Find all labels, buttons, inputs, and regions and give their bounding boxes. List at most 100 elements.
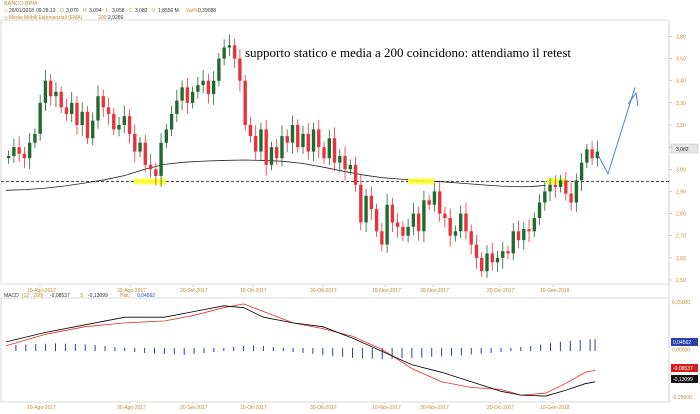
candle [138, 137, 142, 158]
candle [495, 250, 500, 272]
price-tick-label: 3,20 [676, 123, 686, 129]
candle [406, 218, 410, 243]
price-x-axis: 10-Ago-2017 30-Ago-2017 20-Set-2017 10-Ott-… [27, 285, 570, 294]
candle [238, 49, 242, 92]
macd-params: (12 , 200) [22, 293, 44, 299]
candle-body [537, 202, 542, 218]
candle [558, 174, 563, 193]
candle [437, 180, 442, 222]
candle [201, 69, 205, 94]
candle [211, 71, 216, 105]
candle-body [112, 113, 116, 130]
candle-body [101, 96, 105, 108]
ema-label: Media Mobili Esponenziali (EMA) [9, 15, 83, 21]
candle [106, 97, 111, 125]
candle-body [390, 204, 395, 223]
candle-body [443, 213, 447, 218]
candle [243, 75, 247, 131]
candle [385, 193, 389, 253]
candle [112, 108, 116, 135]
price-tick-label: 3,50 [676, 57, 686, 63]
candle-body [558, 180, 563, 187]
candle-body [243, 80, 247, 125]
high-label: H [83, 8, 87, 14]
candle [285, 129, 289, 153]
candle [422, 190, 426, 243]
macd-lines [5, 303, 596, 397]
candle-body [164, 129, 169, 143]
macd-value-tag: -0,13099 [671, 375, 698, 383]
candle [511, 223, 515, 261]
last-price-box [670, 143, 699, 154]
forecast-arrow-head [627, 91, 639, 107]
candle-body [374, 209, 379, 232]
candle-body [511, 231, 515, 254]
candle [564, 172, 568, 201]
candle-body [196, 85, 200, 92]
candlesticks [6, 34, 600, 279]
candle [348, 159, 352, 175]
macd-signal-line [5, 303, 596, 396]
candle-body [469, 231, 473, 245]
candle [311, 122, 316, 162]
candle [169, 105, 174, 137]
candle-body [480, 257, 484, 272]
candle [38, 94, 42, 141]
candle [259, 122, 263, 162]
macd-tick-label: 0,00000 [672, 348, 690, 354]
candle [122, 105, 126, 134]
candle-body [185, 87, 190, 103]
candle [338, 149, 342, 173]
forecast-arrow-path [596, 87, 636, 175]
last-price-marker: 3,082 [670, 143, 699, 154]
readout-close: 3,082 [135, 8, 148, 14]
candle [469, 224, 473, 255]
candle-body [522, 229, 526, 241]
candle-body [169, 113, 174, 130]
support-highlights [134, 178, 566, 185]
candle-body [574, 180, 579, 203]
x-tick-label: 30-Ott-2017 [310, 405, 337, 411]
candle [143, 134, 147, 172]
candle-body [564, 180, 568, 194]
x-tick-label: 10-Ago-2017 [27, 288, 56, 294]
candle [80, 102, 84, 136]
candle-body [595, 151, 600, 159]
candle [411, 202, 416, 236]
candle-body [543, 191, 547, 203]
x-tick-label: 20-Dic-2017 [487, 405, 514, 411]
candle-body [369, 195, 374, 210]
candle-body [117, 125, 121, 130]
volume-label: V [152, 8, 156, 14]
candle-body [332, 138, 337, 163]
candle [17, 136, 21, 162]
candle-body [133, 133, 137, 152]
candle-body [490, 253, 494, 263]
x-tick-label: 30-Ago-2017 [117, 288, 146, 294]
macd-signal-value: -0,13099 [88, 293, 108, 299]
candle-body [227, 45, 232, 48]
candle-body [516, 231, 521, 241]
readout-low: 3,058 [112, 8, 125, 14]
change-label: Var% [186, 8, 198, 14]
candle-body [459, 213, 463, 232]
candle-body [553, 184, 558, 187]
candle-body [275, 147, 279, 159]
candle-body [464, 213, 468, 232]
support-highlight [408, 178, 434, 185]
candle [127, 109, 132, 144]
candle [474, 235, 479, 269]
support-highlight [134, 178, 166, 185]
candle-body [22, 153, 27, 159]
candle [443, 206, 447, 228]
candle [269, 141, 274, 171]
candle-body [143, 142, 147, 165]
candle [516, 220, 521, 249]
readout-volume: 1,8556 M [158, 8, 179, 14]
candle [148, 154, 153, 178]
candle-body [343, 156, 347, 170]
candle-body [353, 164, 358, 185]
candle-body [485, 253, 489, 272]
macd-value: -0,08537 [50, 293, 70, 299]
candle [490, 242, 494, 271]
